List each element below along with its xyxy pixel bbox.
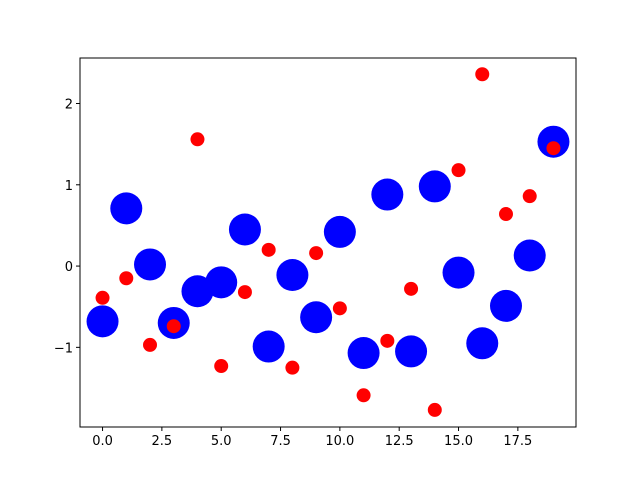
point xyxy=(143,337,158,352)
point xyxy=(466,327,499,360)
axes-frame xyxy=(79,57,577,428)
point xyxy=(380,333,395,348)
point xyxy=(498,207,513,222)
point xyxy=(119,271,134,286)
point xyxy=(442,256,475,289)
point xyxy=(261,242,276,257)
x-tick-label: 0.0 xyxy=(92,434,113,449)
x-tick-label: 15.0 xyxy=(444,434,473,449)
point xyxy=(371,178,404,211)
point xyxy=(95,290,110,305)
point xyxy=(237,285,252,300)
x-tick-label: 17.5 xyxy=(503,434,532,449)
point xyxy=(214,359,229,374)
point xyxy=(252,330,285,363)
point xyxy=(522,189,537,204)
point xyxy=(347,337,380,370)
y-tick-label: 0 xyxy=(65,260,73,275)
point xyxy=(427,402,442,417)
y-tick-label: −1 xyxy=(54,341,73,356)
y-tick-label: 1 xyxy=(65,179,73,194)
point xyxy=(546,141,561,156)
point xyxy=(332,301,347,316)
point xyxy=(475,67,490,82)
point xyxy=(228,213,261,246)
point xyxy=(451,163,466,178)
point xyxy=(489,289,522,322)
x-tick-label: 12.5 xyxy=(385,434,414,449)
point xyxy=(110,192,143,225)
point xyxy=(190,132,205,147)
point xyxy=(86,305,119,338)
point xyxy=(395,335,428,368)
y-tick-label: 2 xyxy=(65,98,73,113)
point xyxy=(166,319,181,334)
point xyxy=(300,301,333,334)
point xyxy=(205,266,238,299)
point xyxy=(404,281,419,296)
point xyxy=(356,388,371,403)
point xyxy=(309,246,324,261)
x-tick-label: 7.5 xyxy=(270,434,291,449)
point xyxy=(513,239,546,272)
point xyxy=(418,170,451,203)
point xyxy=(285,360,300,375)
point xyxy=(276,259,309,292)
x-tick-label: 10.0 xyxy=(325,434,354,449)
point xyxy=(323,215,356,248)
point xyxy=(134,248,167,281)
x-tick-label: 2.5 xyxy=(152,434,173,449)
x-tick-label: 5.0 xyxy=(211,434,232,449)
